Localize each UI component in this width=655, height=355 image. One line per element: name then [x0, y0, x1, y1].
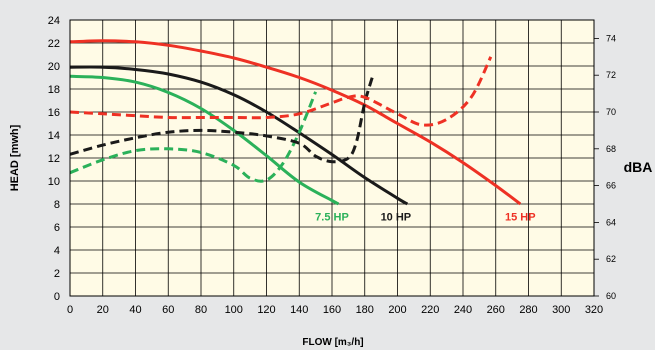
x-tick-label: 240 — [454, 304, 472, 316]
series-label: 7.5 HP — [315, 212, 349, 224]
y-tick-label: 12 — [48, 153, 60, 165]
x-tick-label: 80 — [195, 304, 207, 316]
y-axis-label: HEAD [mwh] — [9, 124, 21, 191]
x-tick-label: 180 — [356, 304, 374, 316]
x-tick-label: 140 — [290, 304, 308, 316]
x-tick-label: 160 — [323, 304, 341, 316]
y-tick-label: 2 — [54, 268, 60, 280]
y-tick-label: 24 — [48, 15, 60, 27]
series-label: 15 HP — [505, 212, 536, 224]
x-tick-label: 120 — [257, 304, 275, 316]
plot-border — [69, 19, 595, 297]
x-tick-label: 260 — [487, 304, 505, 316]
y2-tick-label: 74 — [606, 33, 616, 43]
series-label: 10 HP — [381, 212, 412, 224]
y-tick-label: 18 — [48, 84, 60, 96]
y2-tick-label: 70 — [606, 107, 616, 117]
y-tick-label: 4 — [54, 245, 60, 257]
x-tick-label: 60 — [162, 304, 174, 316]
y-tick-label: 8 — [54, 199, 60, 211]
x-tick-label: 300 — [552, 304, 570, 316]
y2-axis-label: dBA — [624, 159, 653, 175]
noise-curve-7-5-hp — [69, 91, 317, 183]
x-tick-label: 220 — [421, 304, 439, 316]
x-tick-label: 40 — [129, 304, 141, 316]
x-tick-label: 320 — [585, 304, 603, 316]
y-tick-label: 14 — [48, 130, 60, 142]
x-tick-label: 280 — [519, 304, 537, 316]
y2-tick-label: 62 — [606, 254, 616, 264]
tick-labels: 0 20 40 60 80 100 120 140 160 180 200 220 240 260 280 3… — [48, 15, 616, 316]
x-axis-label: FLOW [m₃/h] — [302, 337, 363, 348]
grid — [69, 19, 595, 297]
noise-curve-10-hp — [69, 74, 375, 164]
y-tick-label: 0 — [54, 291, 60, 303]
x-tick-label: 100 — [225, 304, 243, 316]
y-tick-label: 20 — [48, 61, 60, 73]
y2-tick-label: 68 — [606, 144, 616, 154]
y-tick-label: 22 — [48, 38, 60, 50]
y2-tick-label: 60 — [606, 291, 616, 301]
y-tick-label: 6 — [54, 222, 60, 234]
y2-tick-label: 66 — [606, 181, 616, 191]
y2-tick-label: 64 — [606, 217, 616, 227]
y2-tick-label: 72 — [606, 70, 616, 80]
head-curve-10-hp — [69, 65, 409, 206]
curves — [69, 39, 522, 206]
x-tick-label: 200 — [388, 304, 406, 316]
y-tick-label: 10 — [48, 176, 60, 188]
y-tick-label: 16 — [48, 107, 60, 119]
x-tick-label: 20 — [97, 304, 109, 316]
series-labels: 7.5 HP 10 HP 15 HP — [315, 212, 535, 224]
x-tick-label: 0 — [67, 304, 73, 316]
head-curve-15-hp — [69, 39, 522, 206]
